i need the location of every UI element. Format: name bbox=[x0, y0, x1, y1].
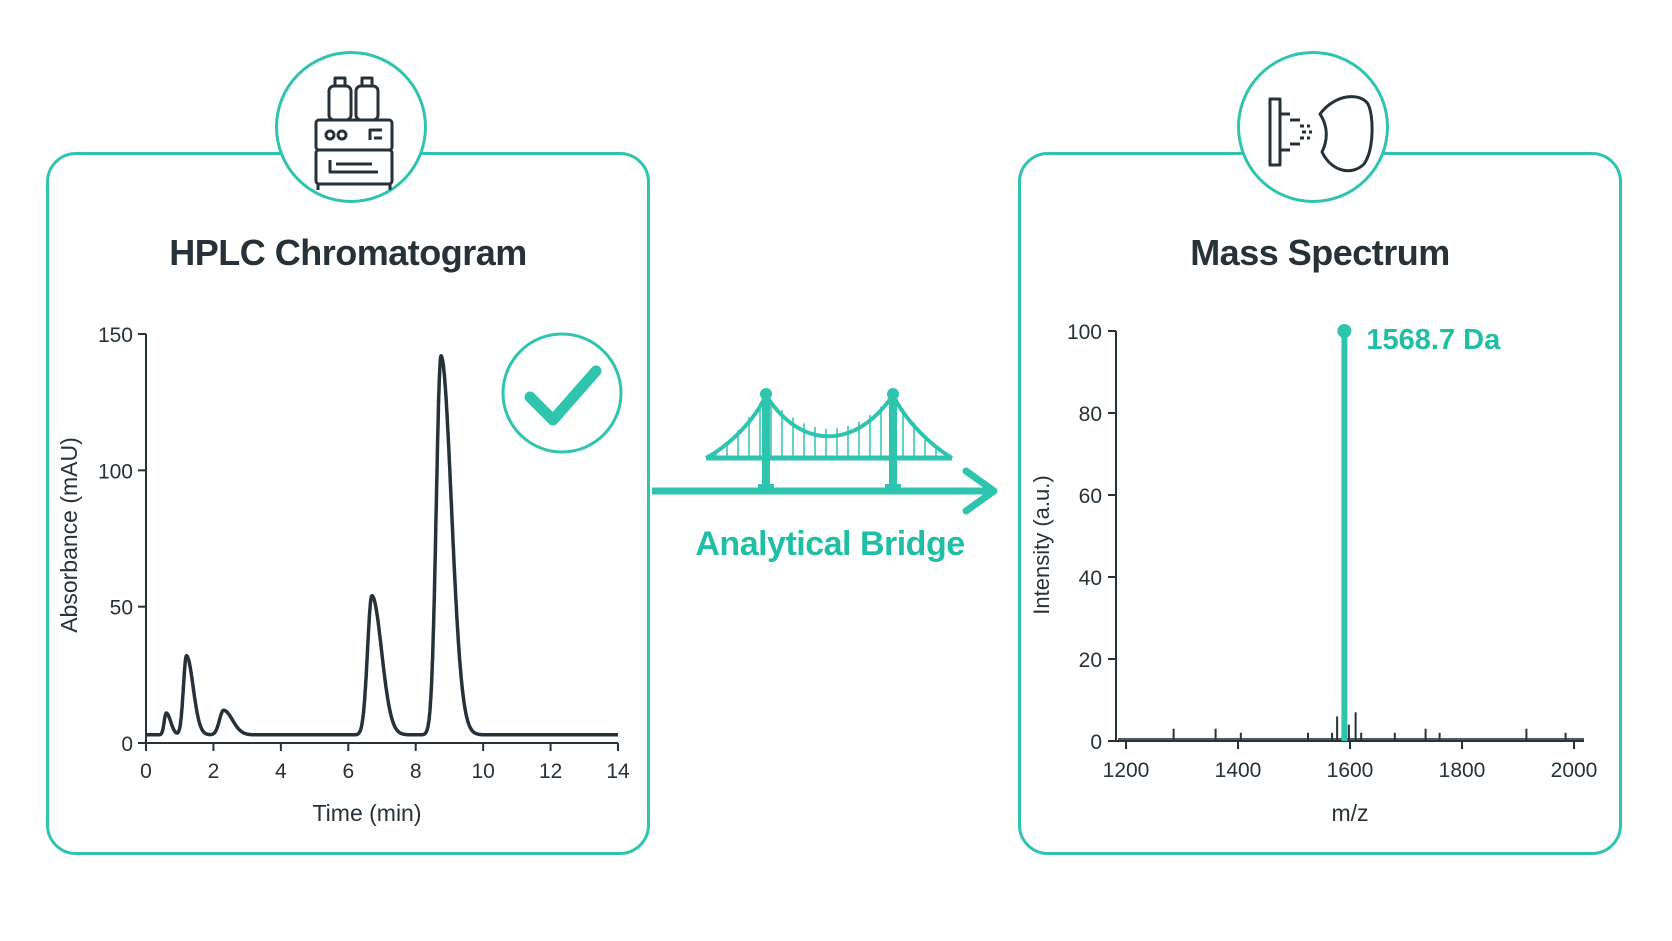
ms-y-tick-label: 80 bbox=[1079, 403, 1102, 426]
hplc-chart: 0 2 4 6 8 10 12 14 0 50 100 150 Time (min) Absorban… bbox=[56, 324, 630, 826]
ms-x-tick-label: 1400 bbox=[1215, 759, 1262, 782]
hplc-y-tick-label: 50 bbox=[110, 597, 133, 620]
ms-y-tick-label: 60 bbox=[1079, 485, 1102, 508]
ms-peak-label: 1568.7 Da bbox=[1366, 324, 1501, 356]
ms-y-tick-label: 20 bbox=[1079, 649, 1102, 672]
ms-ticks: 1200 1400 1600 1800 2000 0 20 40 60 80 100 bbox=[1067, 321, 1597, 782]
mass-spectrum-title: Mass Spectrum bbox=[1190, 232, 1450, 273]
hplc-y-tick-label: 0 bbox=[121, 733, 133, 756]
mass-spectrometer-icon bbox=[1268, 95, 1374, 173]
arrow-right-icon bbox=[652, 467, 998, 515]
hplc-y-tick-label: 100 bbox=[98, 460, 133, 483]
hplc-y-tick-label: 150 bbox=[98, 324, 133, 347]
ms-axes bbox=[1115, 331, 1584, 742]
hplc-x-tick-label: 0 bbox=[140, 760, 152, 783]
hplc-x-tick-label: 12 bbox=[539, 760, 562, 783]
hplc-x-tick-label: 6 bbox=[342, 760, 354, 783]
hplc-x-tick-label: 10 bbox=[471, 760, 494, 783]
hplc-x-tick-label: 2 bbox=[208, 760, 220, 783]
ms-x-axis-label: m/z bbox=[1331, 800, 1368, 826]
ms-x-tick-label: 1600 bbox=[1327, 759, 1374, 782]
hplc-x-tick-label: 4 bbox=[275, 760, 287, 783]
ms-main-peak-marker bbox=[1337, 324, 1352, 338]
hplc-ticks: 0 2 4 6 8 10 12 14 0 50 100 150 bbox=[98, 324, 630, 783]
check-icon bbox=[524, 365, 602, 426]
mass-spectrum-chart: 1200 1400 1600 1800 2000 0 20 40 60 80 100 1568.7 … bbox=[1029, 321, 1597, 826]
bridge-icon bbox=[705, 388, 954, 491]
mass-spectrum-panel bbox=[1018, 152, 1622, 855]
ms-y-tick-label: 0 bbox=[1090, 731, 1102, 754]
bridge-label: Analytical Bridge bbox=[695, 525, 965, 563]
ms-x-tick-label: 2000 bbox=[1551, 759, 1598, 782]
ms-y-tick-label: 100 bbox=[1067, 321, 1102, 344]
mass-spectrometer-badge bbox=[1237, 51, 1389, 203]
hplc-trace-line bbox=[144, 354, 620, 737]
hplc-y-axis-label: Absorbance (mAU) bbox=[56, 437, 82, 633]
hplc-x-axis-label: Time (min) bbox=[312, 800, 421, 826]
check-badge bbox=[501, 332, 623, 454]
hplc-axes bbox=[145, 334, 618, 744]
ms-y-axis-label: Intensity (a.u.) bbox=[1029, 475, 1054, 614]
hplc-instrument-icon bbox=[314, 76, 394, 190]
ms-x-tick-label: 1200 bbox=[1103, 759, 1150, 782]
ms-x-tick-label: 1800 bbox=[1439, 759, 1486, 782]
hplc-x-tick-label: 14 bbox=[606, 760, 630, 783]
ms-noise-peaks bbox=[1118, 712, 1584, 741]
hplc-instrument-badge bbox=[275, 51, 427, 203]
hplc-title: HPLC Chromatogram bbox=[169, 232, 527, 273]
ms-y-tick-label: 40 bbox=[1079, 567, 1102, 590]
hplc-x-tick-label: 8 bbox=[410, 760, 422, 783]
